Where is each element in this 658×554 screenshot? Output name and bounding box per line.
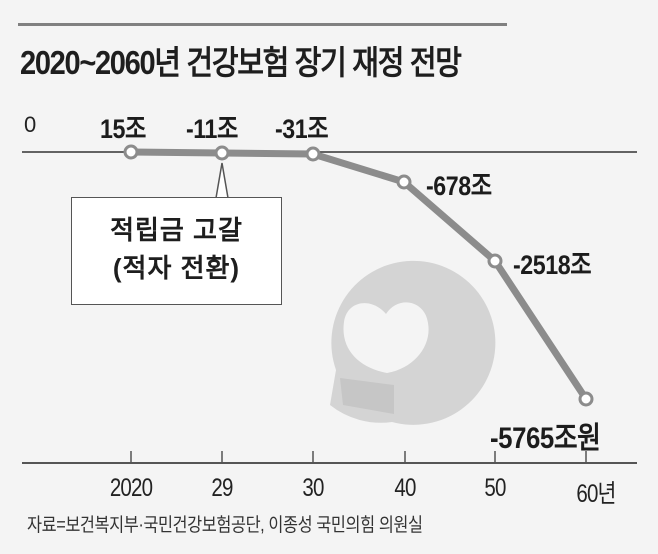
callout-line2: (적자 전환) [112,253,241,283]
x-tick-label-60: 60년 [576,480,616,508]
data-label-2040: -678조 [426,171,492,201]
depletion-callout: 적립금 고갈 (적자 전환) [71,197,282,305]
data-label-2050: -2518조 [513,250,592,280]
data-label-2060: -5765조원 [490,422,601,455]
data-label-2030: -31조 [275,114,329,144]
callout-pointer [215,162,229,199]
x-tick-label-29: 29 [211,474,233,502]
data-label-2029: -11조 [186,114,238,144]
x-tick-label-30: 30 [302,474,324,502]
x-tick-label-40: 40 [394,474,416,502]
chart-title: 2020~2060년 건강보험 장기 재정 전망 [20,44,462,81]
top-rule [18,23,507,26]
x-tick-label-2020: 2020 [109,474,153,502]
data-series-line [130,148,589,401]
data-label-2020: 15조 [100,114,146,144]
x-tick-label-50: 50 [484,474,506,502]
x-axis-ticks [130,451,587,463]
zero-label: 0 [24,112,37,137]
data-markers [123,144,594,407]
source-note: 자료=보건복지부·국민건강보험공단, 이종성 국민의힘 의원실 [27,515,423,536]
callout-line1: 적립금 고갈 [110,215,243,245]
logo-watermark-icon [330,260,496,425]
